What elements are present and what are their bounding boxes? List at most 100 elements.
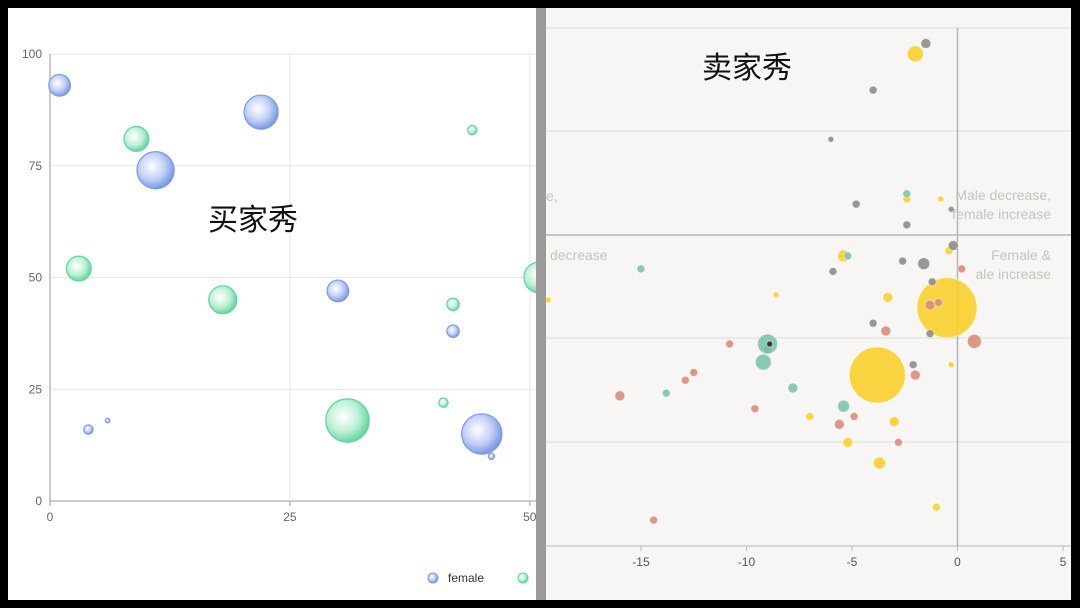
salmon-bubble — [649, 515, 659, 525]
gray-bubble — [828, 266, 838, 276]
legend-second-swatch — [517, 572, 529, 584]
buyer-chart-panel: 0 25 50 75 100 0 25 50 买家秀 female — [8, 8, 536, 600]
yellow-bubble — [546, 296, 552, 304]
male-bubble — [466, 124, 478, 136]
x-tick-label: 5 — [1060, 555, 1067, 569]
yellow-bubble — [888, 416, 900, 428]
female-bubble — [446, 324, 460, 338]
salmon-bubble — [725, 339, 735, 349]
male-bubble — [438, 397, 449, 408]
yellow-bubble — [805, 412, 815, 421]
y-tick-label: 50 — [29, 271, 43, 285]
yellow-bubble — [882, 291, 894, 303]
buyer-bubbles — [48, 73, 536, 460]
seller-bubble-chart: -15 -10 -5 0 5 卖家秀 e, Male decrease, female … — [546, 27, 1071, 569]
quadrant-label-top-left: e, — [546, 188, 558, 204]
female-bubble — [136, 151, 175, 190]
male-bubble — [123, 125, 150, 152]
salmon-bubble — [909, 369, 921, 381]
salmon-bubble — [893, 437, 903, 447]
yellow-bubble — [916, 277, 978, 339]
female-bubble — [326, 279, 350, 303]
x-tick-label: -15 — [632, 555, 650, 569]
seller-x-axis: -15 -10 -5 0 5 — [546, 545, 1071, 569]
x-tick-label: 0 — [954, 555, 961, 569]
gray-bubble — [868, 85, 878, 95]
male-bubble — [325, 398, 370, 443]
female-bubble — [83, 424, 94, 435]
y-tick-label: 25 — [29, 382, 43, 396]
buyer-grid — [49, 53, 536, 502]
female-bubble — [487, 452, 496, 460]
salmon-bubble — [750, 404, 760, 414]
salmon-bubble — [924, 299, 936, 311]
yellow-bubble — [931, 502, 941, 512]
yellow-bubble — [772, 291, 780, 299]
gray-bubble — [868, 318, 878, 328]
male-bubble — [446, 297, 460, 312]
salmon-bubble — [689, 367, 699, 377]
x-tick-label: -10 — [738, 555, 756, 569]
salmon-bubble — [880, 325, 892, 337]
yellow-bubble — [937, 195, 945, 203]
teal-bubble — [661, 388, 671, 398]
salmon-bubble — [957, 264, 967, 274]
teal-bubble — [636, 264, 646, 274]
quadrant-label-mid-left: decrease — [550, 247, 608, 263]
male-bubble — [65, 255, 92, 282]
teal-bubble — [754, 353, 772, 371]
legend-female-label: female — [448, 571, 484, 585]
male-bubble — [523, 261, 536, 294]
gray-bubble — [947, 240, 959, 252]
yellow-bubble — [947, 361, 955, 369]
yellow-bubble — [872, 456, 886, 470]
female-bubble — [461, 413, 503, 455]
teal-bubble — [787, 382, 799, 394]
buyer-caption: 买家秀 — [208, 203, 298, 238]
quadrant-label-top-right-line1: Male decrease, — [955, 187, 1051, 203]
gray-bubble — [827, 135, 835, 143]
yellow-bubble — [848, 346, 906, 404]
male-bubble — [208, 285, 238, 315]
gray-bubble — [908, 360, 918, 370]
x-tick-label: -5 — [847, 555, 858, 569]
gray-bubble — [851, 199, 861, 209]
x-tick-label: 50 — [523, 510, 536, 524]
female-bubble — [48, 73, 72, 97]
salmon-bubble — [614, 390, 626, 402]
gray-bubble — [920, 38, 932, 50]
x-tick-label: 25 — [283, 510, 297, 524]
quadrant-label-mid-right-line2: ale increase — [976, 266, 1052, 282]
y-tick-label: 0 — [35, 494, 42, 508]
salmon-bubble — [833, 418, 845, 430]
gray-bubble — [902, 220, 912, 230]
salmon-bubble — [933, 298, 943, 308]
legend: female — [427, 571, 529, 585]
seller-chart-panel: -15 -10 -5 0 5 卖家秀 e, Male decrease, female … — [546, 8, 1071, 600]
seller-caption: 卖家秀 — [702, 51, 792, 86]
female-bubble — [104, 417, 111, 424]
y-tick-label: 100 — [22, 47, 42, 61]
buyer-bubble-chart: 0 25 50 75 100 0 25 50 买家秀 female — [22, 47, 536, 585]
legend-female-swatch — [427, 572, 439, 584]
yellow-bubble — [842, 436, 854, 448]
seller-bubbles — [546, 38, 982, 525]
x-tick-label: 0 — [47, 510, 54, 524]
gray-bubble — [947, 205, 955, 213]
female-bubble — [243, 94, 279, 130]
quadrant-label-top-right-line2: female increase — [952, 206, 1051, 222]
gray-bubble — [927, 277, 937, 287]
salmon-bubble — [849, 412, 859, 421]
teal-bubble — [837, 399, 851, 413]
seller-grid — [546, 27, 1071, 546]
teal-bubble — [902, 189, 912, 199]
panel-divider — [536, 8, 546, 600]
salmon-bubble — [966, 333, 982, 349]
buyer-axes: 0 25 50 75 100 0 25 50 — [22, 47, 536, 524]
yellow-bubble — [906, 45, 924, 63]
dark-bubble — [766, 340, 774, 348]
gray-bubble — [917, 257, 931, 271]
y-tick-label: 75 — [29, 159, 43, 173]
gray-bubble — [925, 329, 935, 339]
